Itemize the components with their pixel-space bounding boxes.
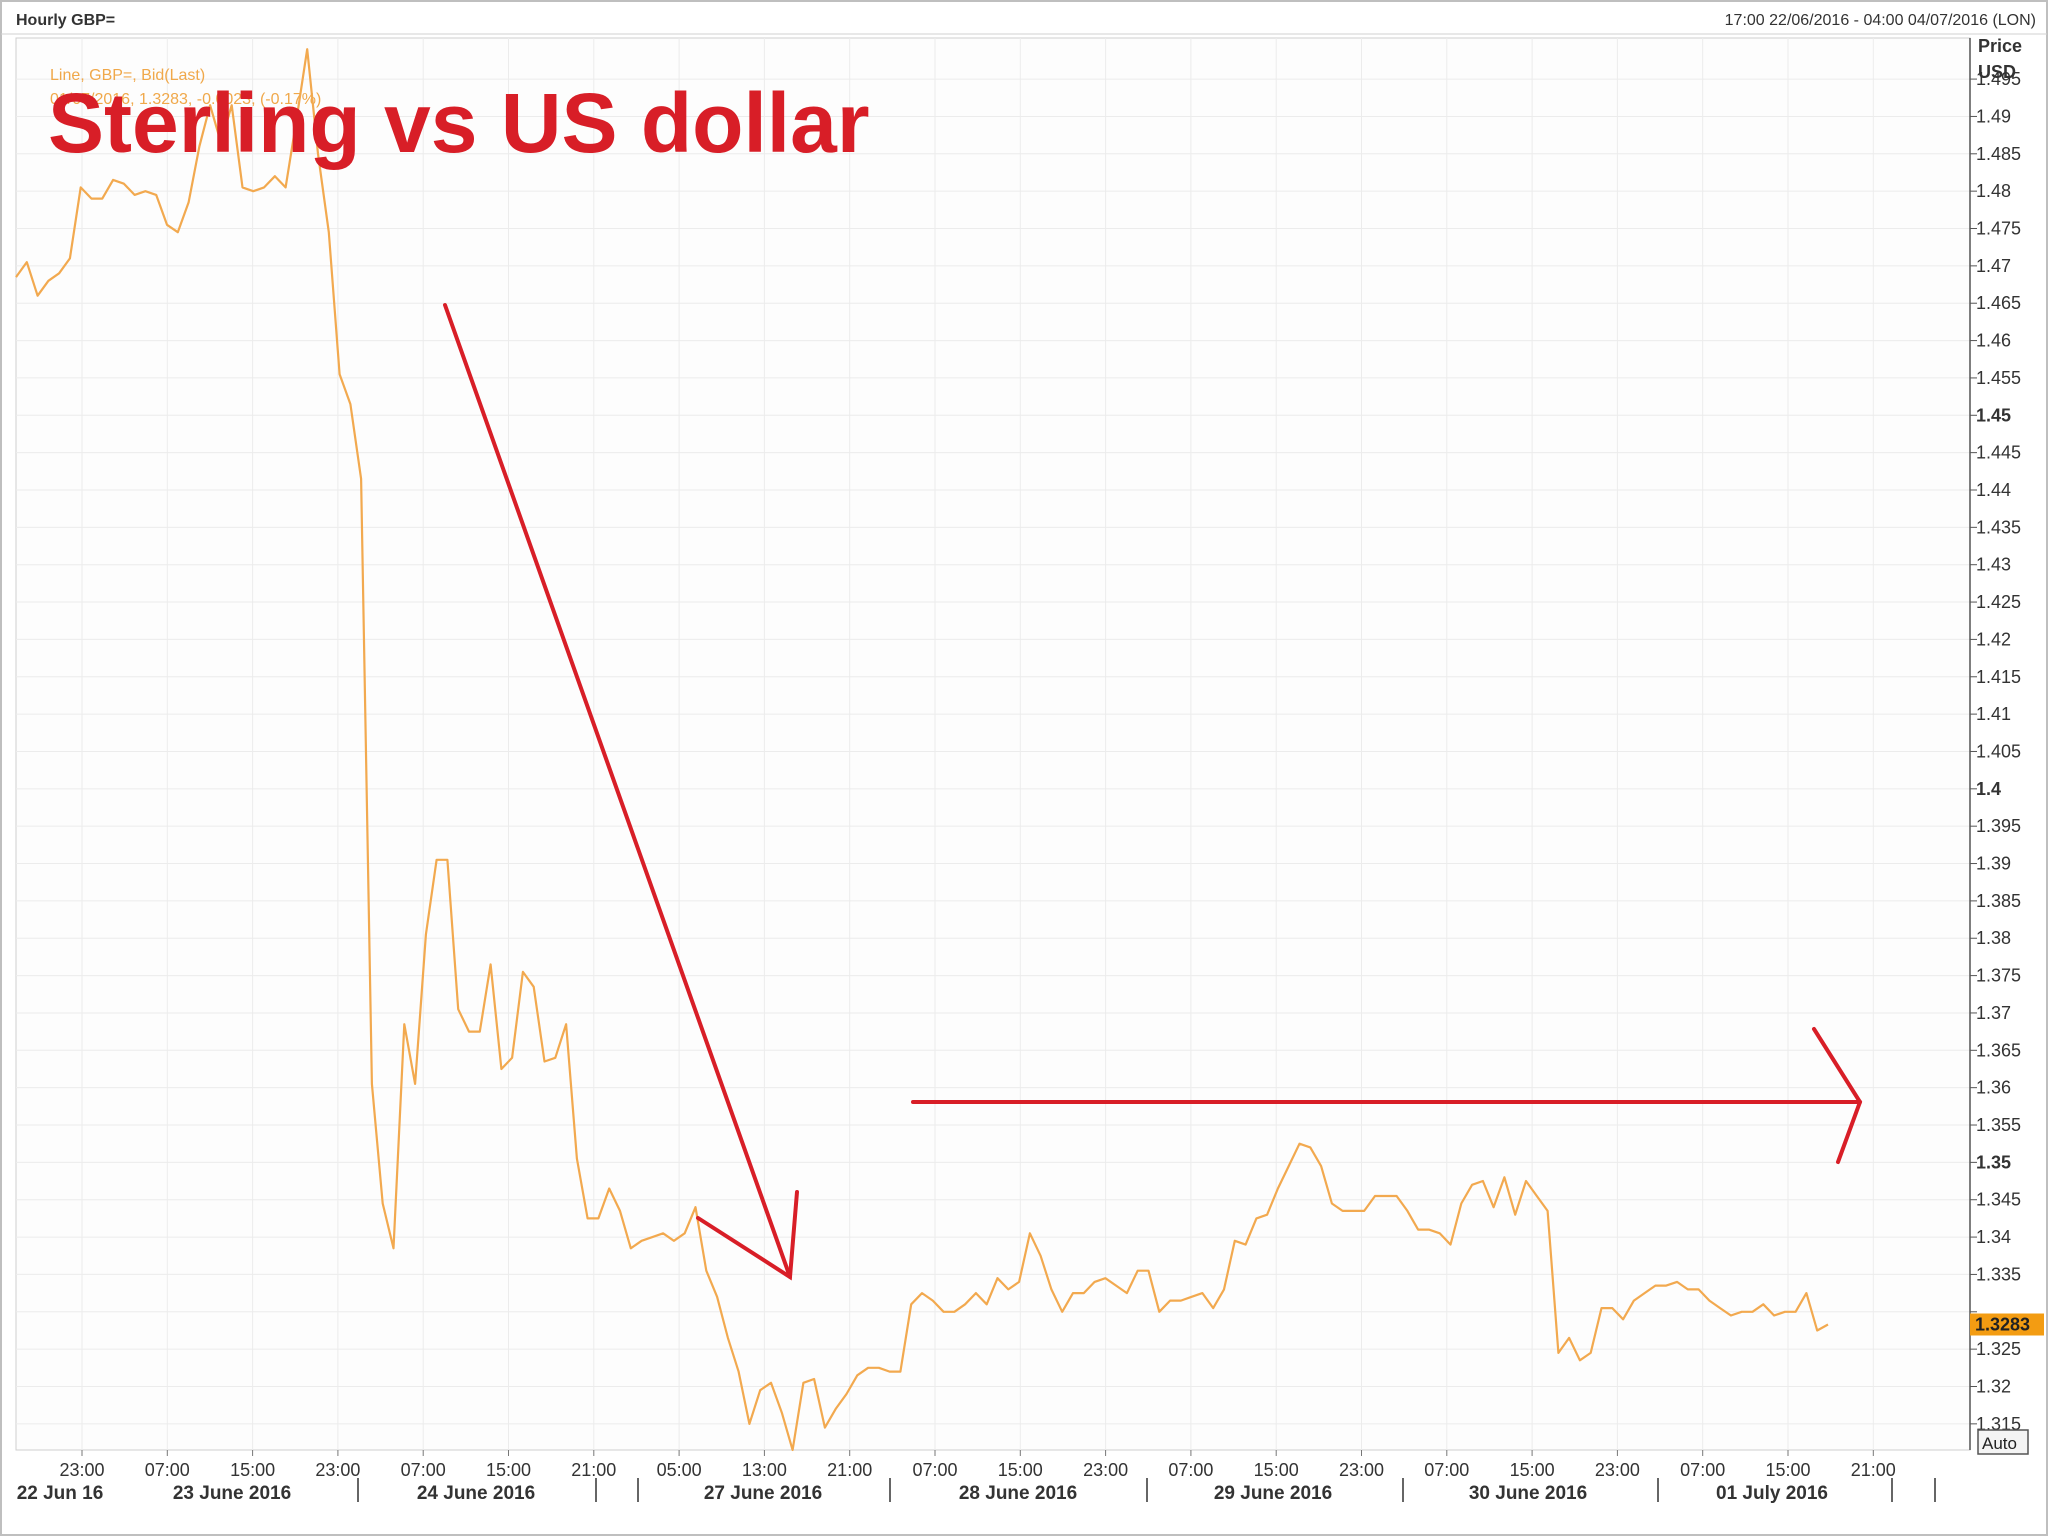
- y-tick-label: 1.375: [1976, 966, 2021, 986]
- x-day-label: 29 June 2016: [1214, 1483, 1332, 1504]
- series-line-gbp: [15, 48, 1829, 1452]
- y-tick-label: 1.355: [1976, 1115, 2021, 1135]
- x-tick-label: 15:00: [1510, 1460, 1555, 1480]
- y-tick-label: 1.36: [1976, 1078, 2011, 1098]
- y-tick-label: 1.47: [1976, 256, 2011, 276]
- legend-line-2: 01/07/2016, 1.3283, -0.0023, (-0.17%): [50, 91, 321, 108]
- y-tick-label: 1.495: [1976, 69, 2021, 89]
- last-value-label: 1.3283: [1975, 1315, 2030, 1335]
- overlay-title: Sterling vs US dollar: [48, 76, 870, 170]
- last-value-badge: 1.3283: [1970, 1313, 2044, 1336]
- x-tick-label: 15:00: [1765, 1460, 1810, 1480]
- x-tick-label: 05:00: [657, 1460, 702, 1480]
- y-tick-label: 1.365: [1976, 1040, 2021, 1060]
- y-tick-label: 1.415: [1976, 667, 2021, 687]
- y-tick-label: 1.4: [1976, 779, 2001, 799]
- y-axis-ticks: 1.315 1.32 1.325 1.335 1.34 1.345 1.35 1.355 1.3…: [1970, 69, 2021, 1434]
- y-tick-label: 1.435: [1976, 517, 2021, 537]
- y-tick-label: 1.395: [1976, 816, 2021, 836]
- y-tick-label: 1.49: [1976, 106, 2011, 126]
- y-tick-label: 1.335: [1976, 1264, 2021, 1284]
- x-tick-label: 15:00: [486, 1460, 531, 1480]
- chart-header-title: Hourly GBP=: [16, 12, 115, 29]
- x-day-label: 30 June 2016: [1469, 1483, 1587, 1504]
- x-day-label: 24 June 2016: [417, 1483, 535, 1504]
- y-tick-label: 1.485: [1976, 144, 2021, 164]
- x-tick-label: 07:00: [145, 1460, 190, 1480]
- last-value-badge-bg: [1970, 1313, 2044, 1336]
- y-tick-label: 1.48: [1976, 181, 2011, 201]
- x-day-label: 28 June 2016: [959, 1483, 1077, 1504]
- y-tick-label: 1.44: [1976, 480, 2011, 500]
- y-tick-label: 1.465: [1976, 293, 2021, 313]
- x-tick-label: 07:00: [1424, 1460, 1469, 1480]
- x-tick-label: 23:00: [59, 1460, 104, 1480]
- x-tick-label: 21:00: [571, 1460, 616, 1480]
- y-tick-label: 1.345: [1976, 1190, 2021, 1210]
- x-tick-label: 07:00: [912, 1460, 957, 1480]
- x-tick-label: 07:00: [401, 1460, 446, 1480]
- y-tick-label: 1.325: [1976, 1339, 2021, 1359]
- y-tick-label: 1.34: [1976, 1227, 2011, 1247]
- x-day-label: 01 July 2016: [1716, 1483, 1828, 1504]
- auto-button-frame[interactable]: [1977, 1429, 2029, 1455]
- y-tick-label: 1.455: [1976, 368, 2021, 388]
- right-arrow-head: [1812, 1027, 1863, 1164]
- x-tick-label: 07:00: [1680, 1460, 1725, 1480]
- y-tick-label: 1.32: [1976, 1376, 2011, 1396]
- y-axis-title: Price: [1978, 36, 2022, 56]
- down-arrow-head: [696, 1190, 799, 1281]
- y-tick-label: 1.39: [1976, 854, 2011, 874]
- x-tick-label: 23:00: [315, 1460, 360, 1480]
- down-arrow-shaft: [443, 303, 792, 1279]
- x-tick-label: 23:00: [1595, 1460, 1640, 1480]
- chart-header-range: 17:00 22/06/2016 - 04:00 04/07/2016 (LON…: [1725, 12, 2036, 29]
- y-tick-label: 1.38: [1976, 928, 2011, 948]
- y-tick-label: 1.41: [1976, 704, 2011, 724]
- x-tick-label: 13:00: [742, 1460, 787, 1480]
- y-tick-label: 1.385: [1976, 891, 2021, 911]
- y-tick-label: 1.405: [1976, 741, 2021, 761]
- y-tick-label: 1.35: [1976, 1152, 2011, 1172]
- y-tick-label: 1.475: [1976, 219, 2021, 239]
- x-day-label: 23 June 2016: [173, 1483, 291, 1504]
- plot-area: [15, 37, 1971, 1451]
- y-tick-label: 1.42: [1976, 629, 2011, 649]
- series-group: [15, 48, 1829, 1452]
- annotation-arrows: [443, 303, 1863, 1281]
- x-tick-label: 23:00: [1083, 1460, 1128, 1480]
- y-axis-unit: USD: [1978, 62, 2016, 82]
- x-day-label: 22 Jun 16: [17, 1483, 104, 1504]
- x-tick-label: 15:00: [230, 1460, 275, 1480]
- y-tick-label: 1.43: [1976, 555, 2011, 575]
- x-tick-label: 21:00: [1851, 1460, 1896, 1480]
- x-axis-ticks: 23:00 07:00 15:00 23:00 07:00 15:00 21:00 05:00…: [17, 1450, 1936, 1504]
- x-tick-label: 15:00: [1254, 1460, 1299, 1480]
- x-tick-label: 07:00: [1168, 1460, 1213, 1480]
- y-tick-label: 1.37: [1976, 1003, 2011, 1023]
- y-tick-label: 1.425: [1976, 592, 2021, 612]
- gridlines: [16, 38, 1970, 1450]
- legend-line-1: Line, GBP=, Bid(Last): [50, 67, 205, 84]
- y-tick-label: 1.45: [1976, 405, 2011, 425]
- y-tick-label: 1.445: [1976, 443, 2021, 463]
- auto-button[interactable]: Auto: [1982, 1434, 2017, 1453]
- y-tick-label: 1.315: [1976, 1414, 2021, 1434]
- x-tick-label: 23:00: [1339, 1460, 1384, 1480]
- x-day-label: 27 June 2016: [704, 1483, 822, 1504]
- x-tick-label: 21:00: [827, 1460, 872, 1480]
- y-tick-label: 1.46: [1976, 331, 2011, 351]
- x-tick-label: 15:00: [998, 1460, 1043, 1480]
